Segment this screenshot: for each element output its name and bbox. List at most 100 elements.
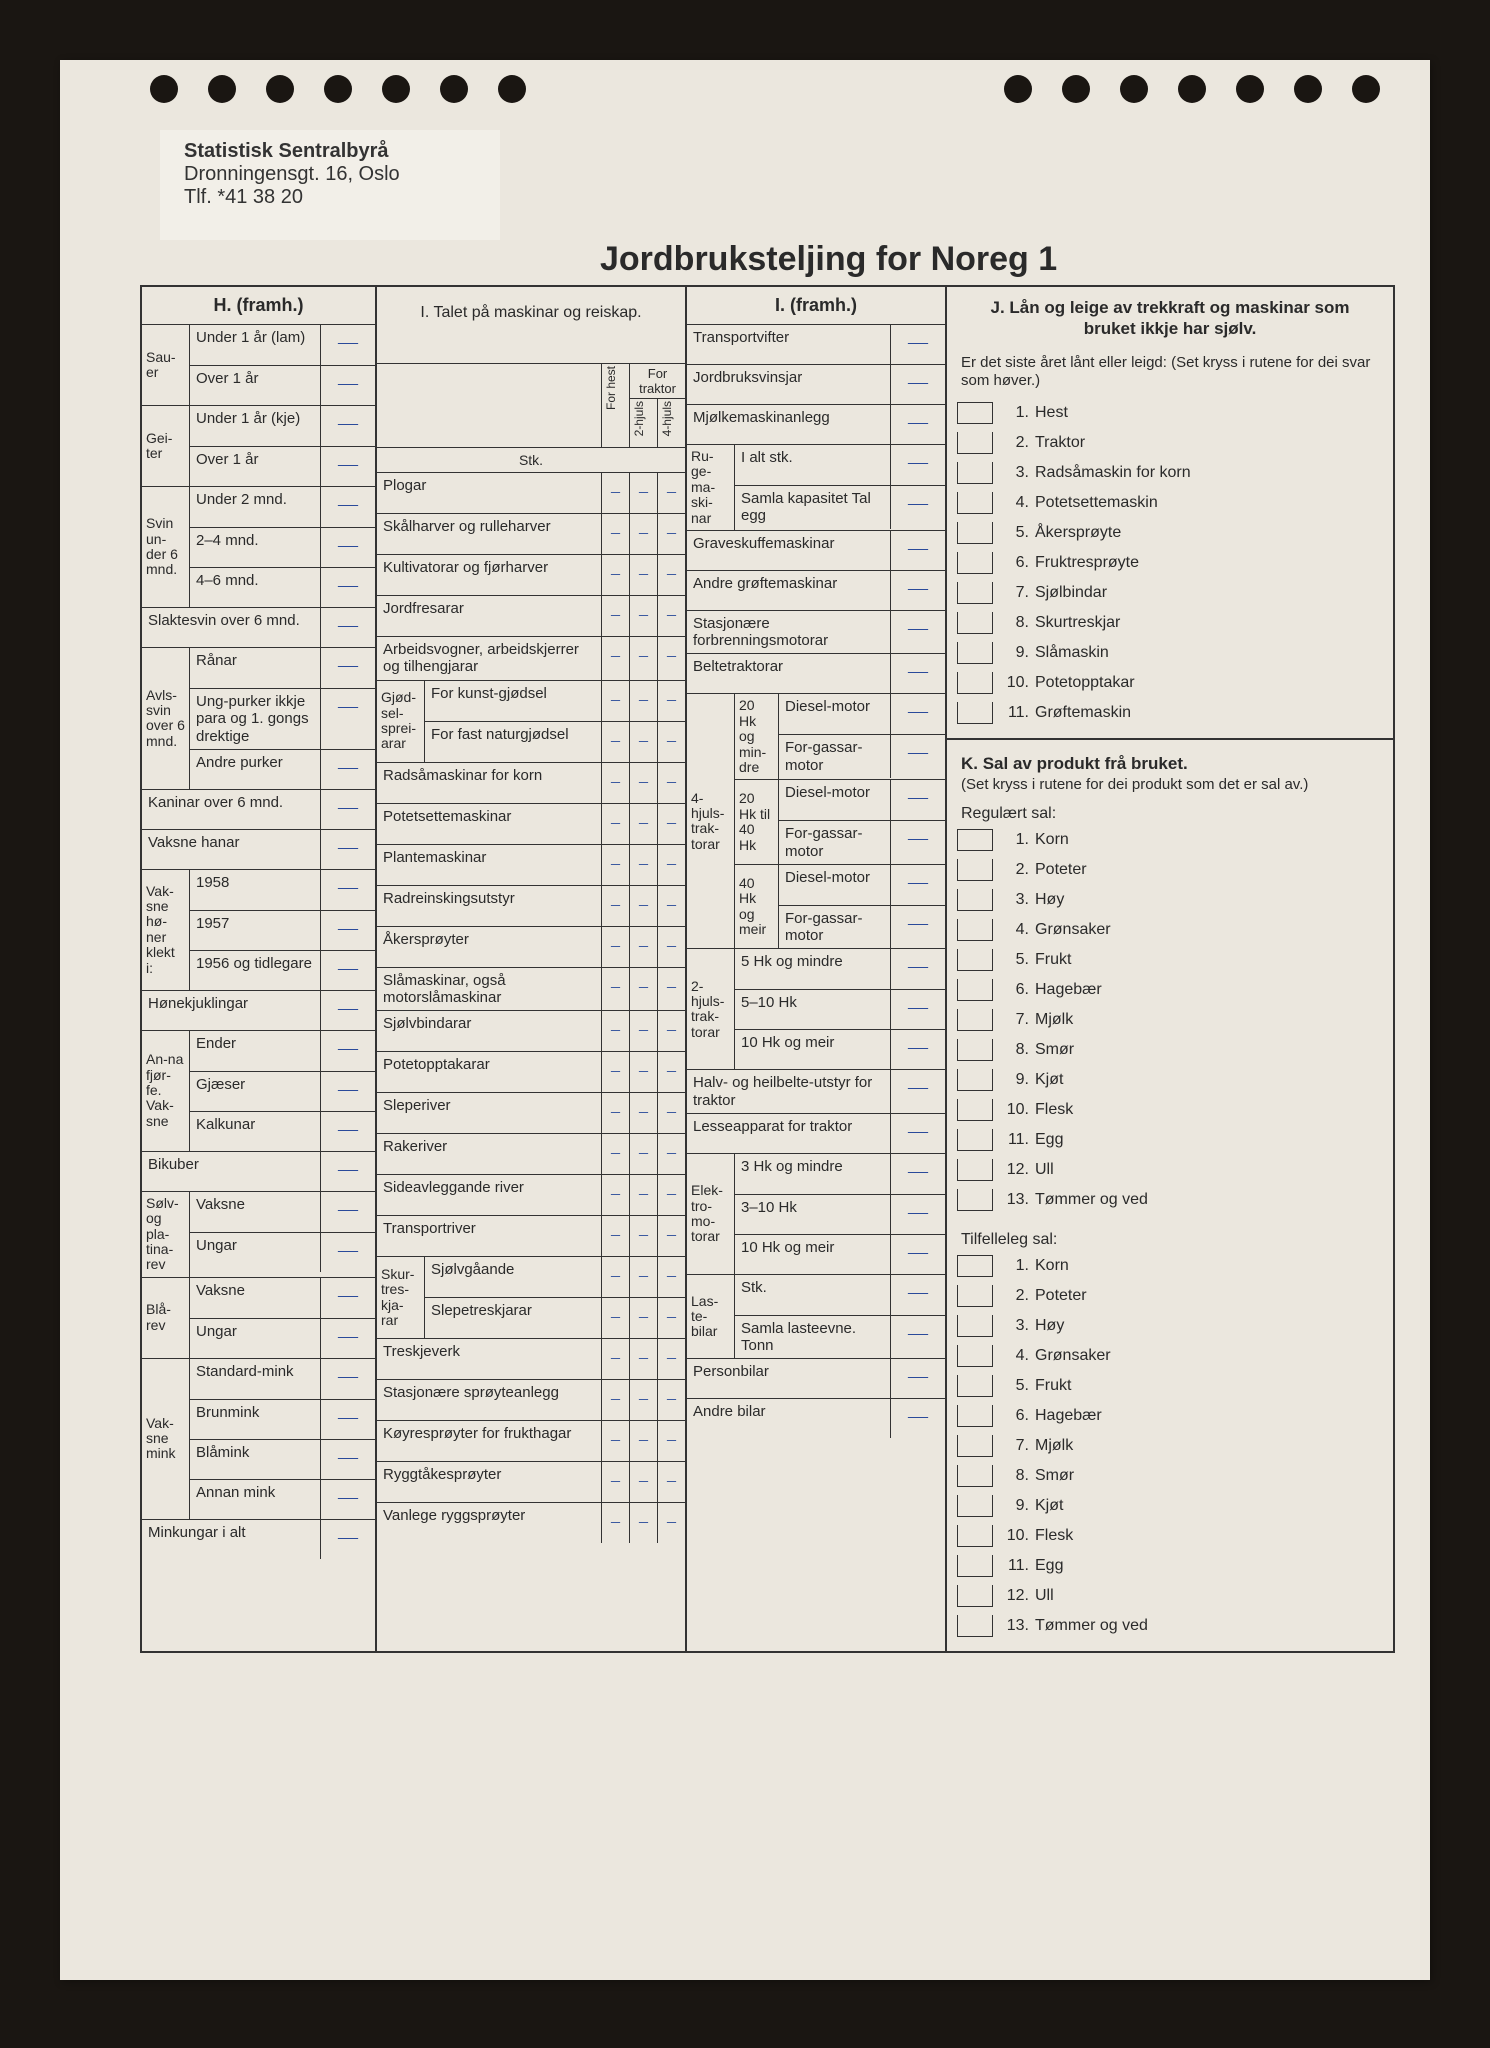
checkbox[interactable]	[957, 1555, 993, 1577]
h-row-value[interactable]: —	[320, 1072, 375, 1111]
i-val-2h[interactable]: –	[629, 681, 657, 721]
i2-row-value[interactable]: —	[890, 1359, 945, 1398]
h-row-value[interactable]: —	[320, 1233, 375, 1272]
i-val-hest[interactable]: –	[601, 968, 629, 1011]
h-row-value[interactable]: —	[320, 991, 375, 1030]
checkbox[interactable]	[957, 1189, 993, 1211]
h-row-value[interactable]: —	[320, 487, 375, 527]
h-row-value[interactable]: —	[320, 325, 375, 365]
checkbox[interactable]	[957, 1585, 993, 1607]
checkbox[interactable]	[957, 612, 993, 634]
i-val-2h[interactable]: –	[629, 1380, 657, 1420]
i-val-4h[interactable]: –	[657, 555, 685, 595]
i2-row-value[interactable]: —	[890, 906, 945, 949]
h-row-value[interactable]: —	[320, 911, 375, 950]
checkbox[interactable]	[957, 919, 993, 941]
i2-row-value[interactable]: —	[890, 1399, 945, 1438]
h-row-value[interactable]: —	[320, 1152, 375, 1191]
i-val-4h[interactable]: –	[657, 1421, 685, 1461]
checkbox[interactable]	[957, 1375, 993, 1397]
i2-row-value[interactable]: —	[890, 780, 945, 820]
checkbox[interactable]	[957, 492, 993, 514]
i-val-hest[interactable]: –	[601, 927, 629, 967]
i-val-hest[interactable]: –	[601, 1339, 629, 1379]
h-row-value[interactable]: —	[320, 1278, 375, 1318]
i-val-2h[interactable]: –	[629, 1093, 657, 1133]
i-val-hest[interactable]: –	[601, 804, 629, 844]
i-val-2h[interactable]: –	[629, 1339, 657, 1379]
i2-row-value[interactable]: —	[890, 821, 945, 864]
checkbox[interactable]	[957, 462, 993, 484]
i-val-hest[interactable]: –	[601, 514, 629, 554]
i-val-4h[interactable]: –	[657, 514, 685, 554]
h-row-value[interactable]: —	[320, 1192, 375, 1232]
checkbox[interactable]	[957, 1285, 993, 1307]
i-val-2h[interactable]: –	[629, 763, 657, 803]
h-row-value[interactable]: —	[320, 750, 375, 789]
i-val-2h[interactable]: –	[629, 473, 657, 513]
i-val-2h[interactable]: –	[629, 1134, 657, 1174]
i-val-2h[interactable]: –	[629, 555, 657, 595]
checkbox[interactable]	[957, 1099, 993, 1121]
checkbox[interactable]	[957, 1525, 993, 1547]
h-row-value[interactable]: —	[320, 1359, 375, 1399]
checkbox[interactable]	[957, 829, 993, 851]
i-val-hest[interactable]: –	[601, 1380, 629, 1420]
checkbox[interactable]	[957, 522, 993, 544]
h-row-value[interactable]: —	[320, 1440, 375, 1479]
checkbox[interactable]	[957, 402, 993, 424]
i-val-4h[interactable]: –	[657, 804, 685, 844]
i-val-2h[interactable]: –	[629, 968, 657, 1011]
i-val-4h[interactable]: –	[657, 637, 685, 680]
checkbox[interactable]	[957, 979, 993, 1001]
i2-row-value[interactable]: —	[890, 865, 945, 905]
h-row-value[interactable]: —	[320, 870, 375, 910]
i-val-4h[interactable]: –	[657, 722, 685, 762]
i2-row-value[interactable]: —	[890, 1030, 945, 1069]
checkbox[interactable]	[957, 889, 993, 911]
checkbox[interactable]	[957, 1405, 993, 1427]
checkbox[interactable]	[957, 859, 993, 881]
i-val-2h[interactable]: –	[629, 845, 657, 885]
i-val-hest[interactable]: –	[601, 1298, 629, 1338]
i2-row-value[interactable]: —	[890, 1070, 945, 1113]
i-val-hest[interactable]: –	[601, 637, 629, 680]
i-val-hest[interactable]: –	[601, 1421, 629, 1461]
h-row-value[interactable]: —	[320, 1031, 375, 1071]
checkbox[interactable]	[957, 1435, 993, 1457]
checkbox[interactable]	[957, 432, 993, 454]
i-val-2h[interactable]: –	[629, 1462, 657, 1502]
i-val-4h[interactable]: –	[657, 681, 685, 721]
checkbox[interactable]	[957, 552, 993, 574]
i-val-2h[interactable]: –	[629, 886, 657, 926]
i-val-4h[interactable]: –	[657, 596, 685, 636]
h-row-value[interactable]: —	[320, 366, 375, 405]
i2-row-value[interactable]: —	[890, 1235, 945, 1274]
i-val-2h[interactable]: –	[629, 1052, 657, 1092]
checkbox[interactable]	[957, 582, 993, 604]
i-val-2h[interactable]: –	[629, 804, 657, 844]
i-val-2h[interactable]: –	[629, 637, 657, 680]
i2-row-value[interactable]: —	[890, 1195, 945, 1234]
i-val-hest[interactable]: –	[601, 681, 629, 721]
checkbox[interactable]	[957, 1495, 993, 1517]
checkbox[interactable]	[957, 672, 993, 694]
i-val-hest[interactable]: –	[601, 1134, 629, 1174]
i-val-4h[interactable]: –	[657, 886, 685, 926]
i-val-4h[interactable]: –	[657, 1093, 685, 1133]
h-row-value[interactable]: —	[320, 689, 375, 749]
i-val-4h[interactable]: –	[657, 1462, 685, 1502]
h-row-value[interactable]: —	[320, 1319, 375, 1358]
i-val-hest[interactable]: –	[601, 1503, 629, 1543]
i2-row-value[interactable]: —	[890, 654, 945, 693]
i-val-2h[interactable]: –	[629, 1011, 657, 1051]
i2-row-value[interactable]: —	[890, 405, 945, 444]
i-val-hest[interactable]: –	[601, 1462, 629, 1502]
i-val-4h[interactable]: –	[657, 1052, 685, 1092]
h-row-value[interactable]: —	[320, 1480, 375, 1519]
checkbox[interactable]	[957, 1315, 993, 1337]
i2-row-value[interactable]: —	[890, 365, 945, 404]
h-row-value[interactable]: —	[320, 951, 375, 990]
i-val-hest[interactable]: –	[601, 473, 629, 513]
i2-row-value[interactable]: —	[890, 486, 945, 529]
